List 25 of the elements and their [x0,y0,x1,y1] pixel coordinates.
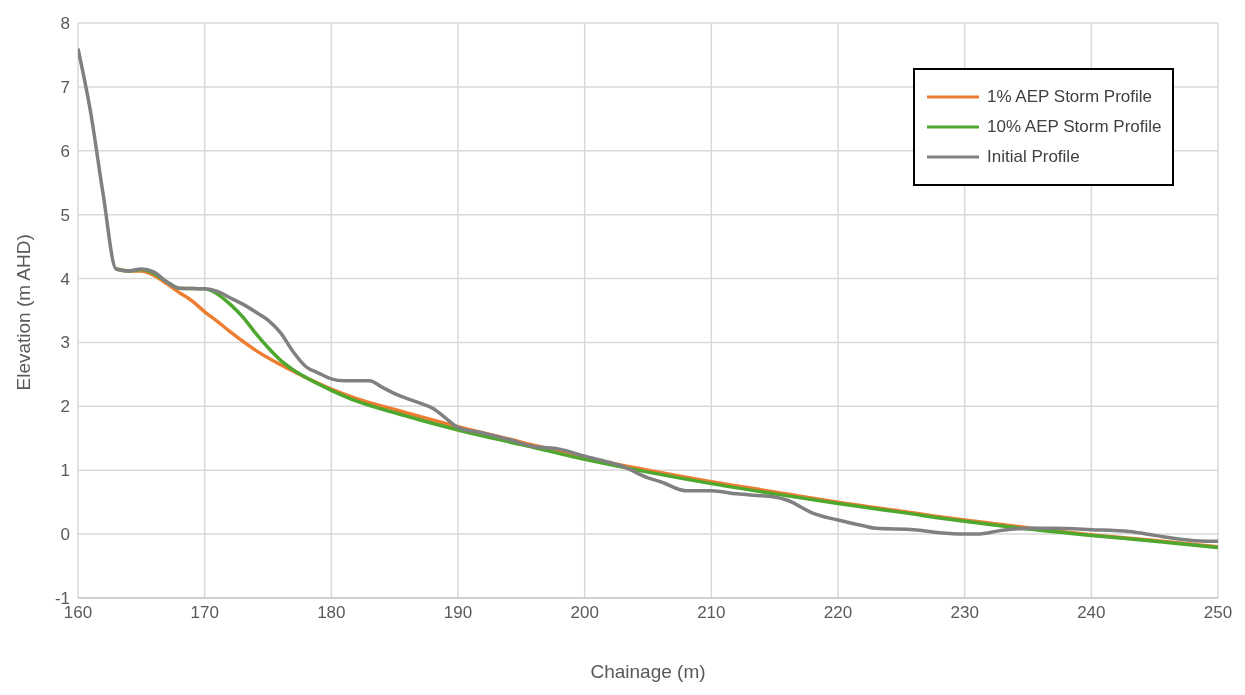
x-tick-label: 230 [950,603,979,623]
x-tick-label: 210 [697,603,726,623]
y-tick-label: 8 [60,14,70,34]
x-axis-title: Chainage (m) [590,661,706,682]
x-tick-label: 240 [1077,603,1106,623]
line-series [78,46,1218,543]
legend-label: 10% AEP Storm Profile [987,116,1162,138]
y-tick-label: 6 [60,141,70,161]
x-tick-label: 190 [443,603,473,623]
x-tick-label: 170 [190,603,219,623]
y-tick-label: 4 [60,269,70,289]
y-tick-label: 5 [60,205,70,225]
x-tick-label: 180 [317,603,346,623]
legend-label: Initial Profile [987,146,1080,168]
x-tick-label: 220 [823,603,853,623]
y-tick-label: 3 [60,333,70,353]
y-axis-title: Elevation (m AHD) [12,234,34,391]
legend-label: 1% AEP Storm Profile [987,86,1153,108]
y-tick-label: 7 [60,77,70,97]
x-tick-label: 200 [570,603,599,623]
x-tick-label: 160 [63,603,93,623]
y-tick-label: 1 [60,461,70,481]
y-tick-label: 0 [60,525,70,545]
y-tick-label: 2 [60,397,70,417]
x-tick-label: 250 [1203,603,1233,623]
